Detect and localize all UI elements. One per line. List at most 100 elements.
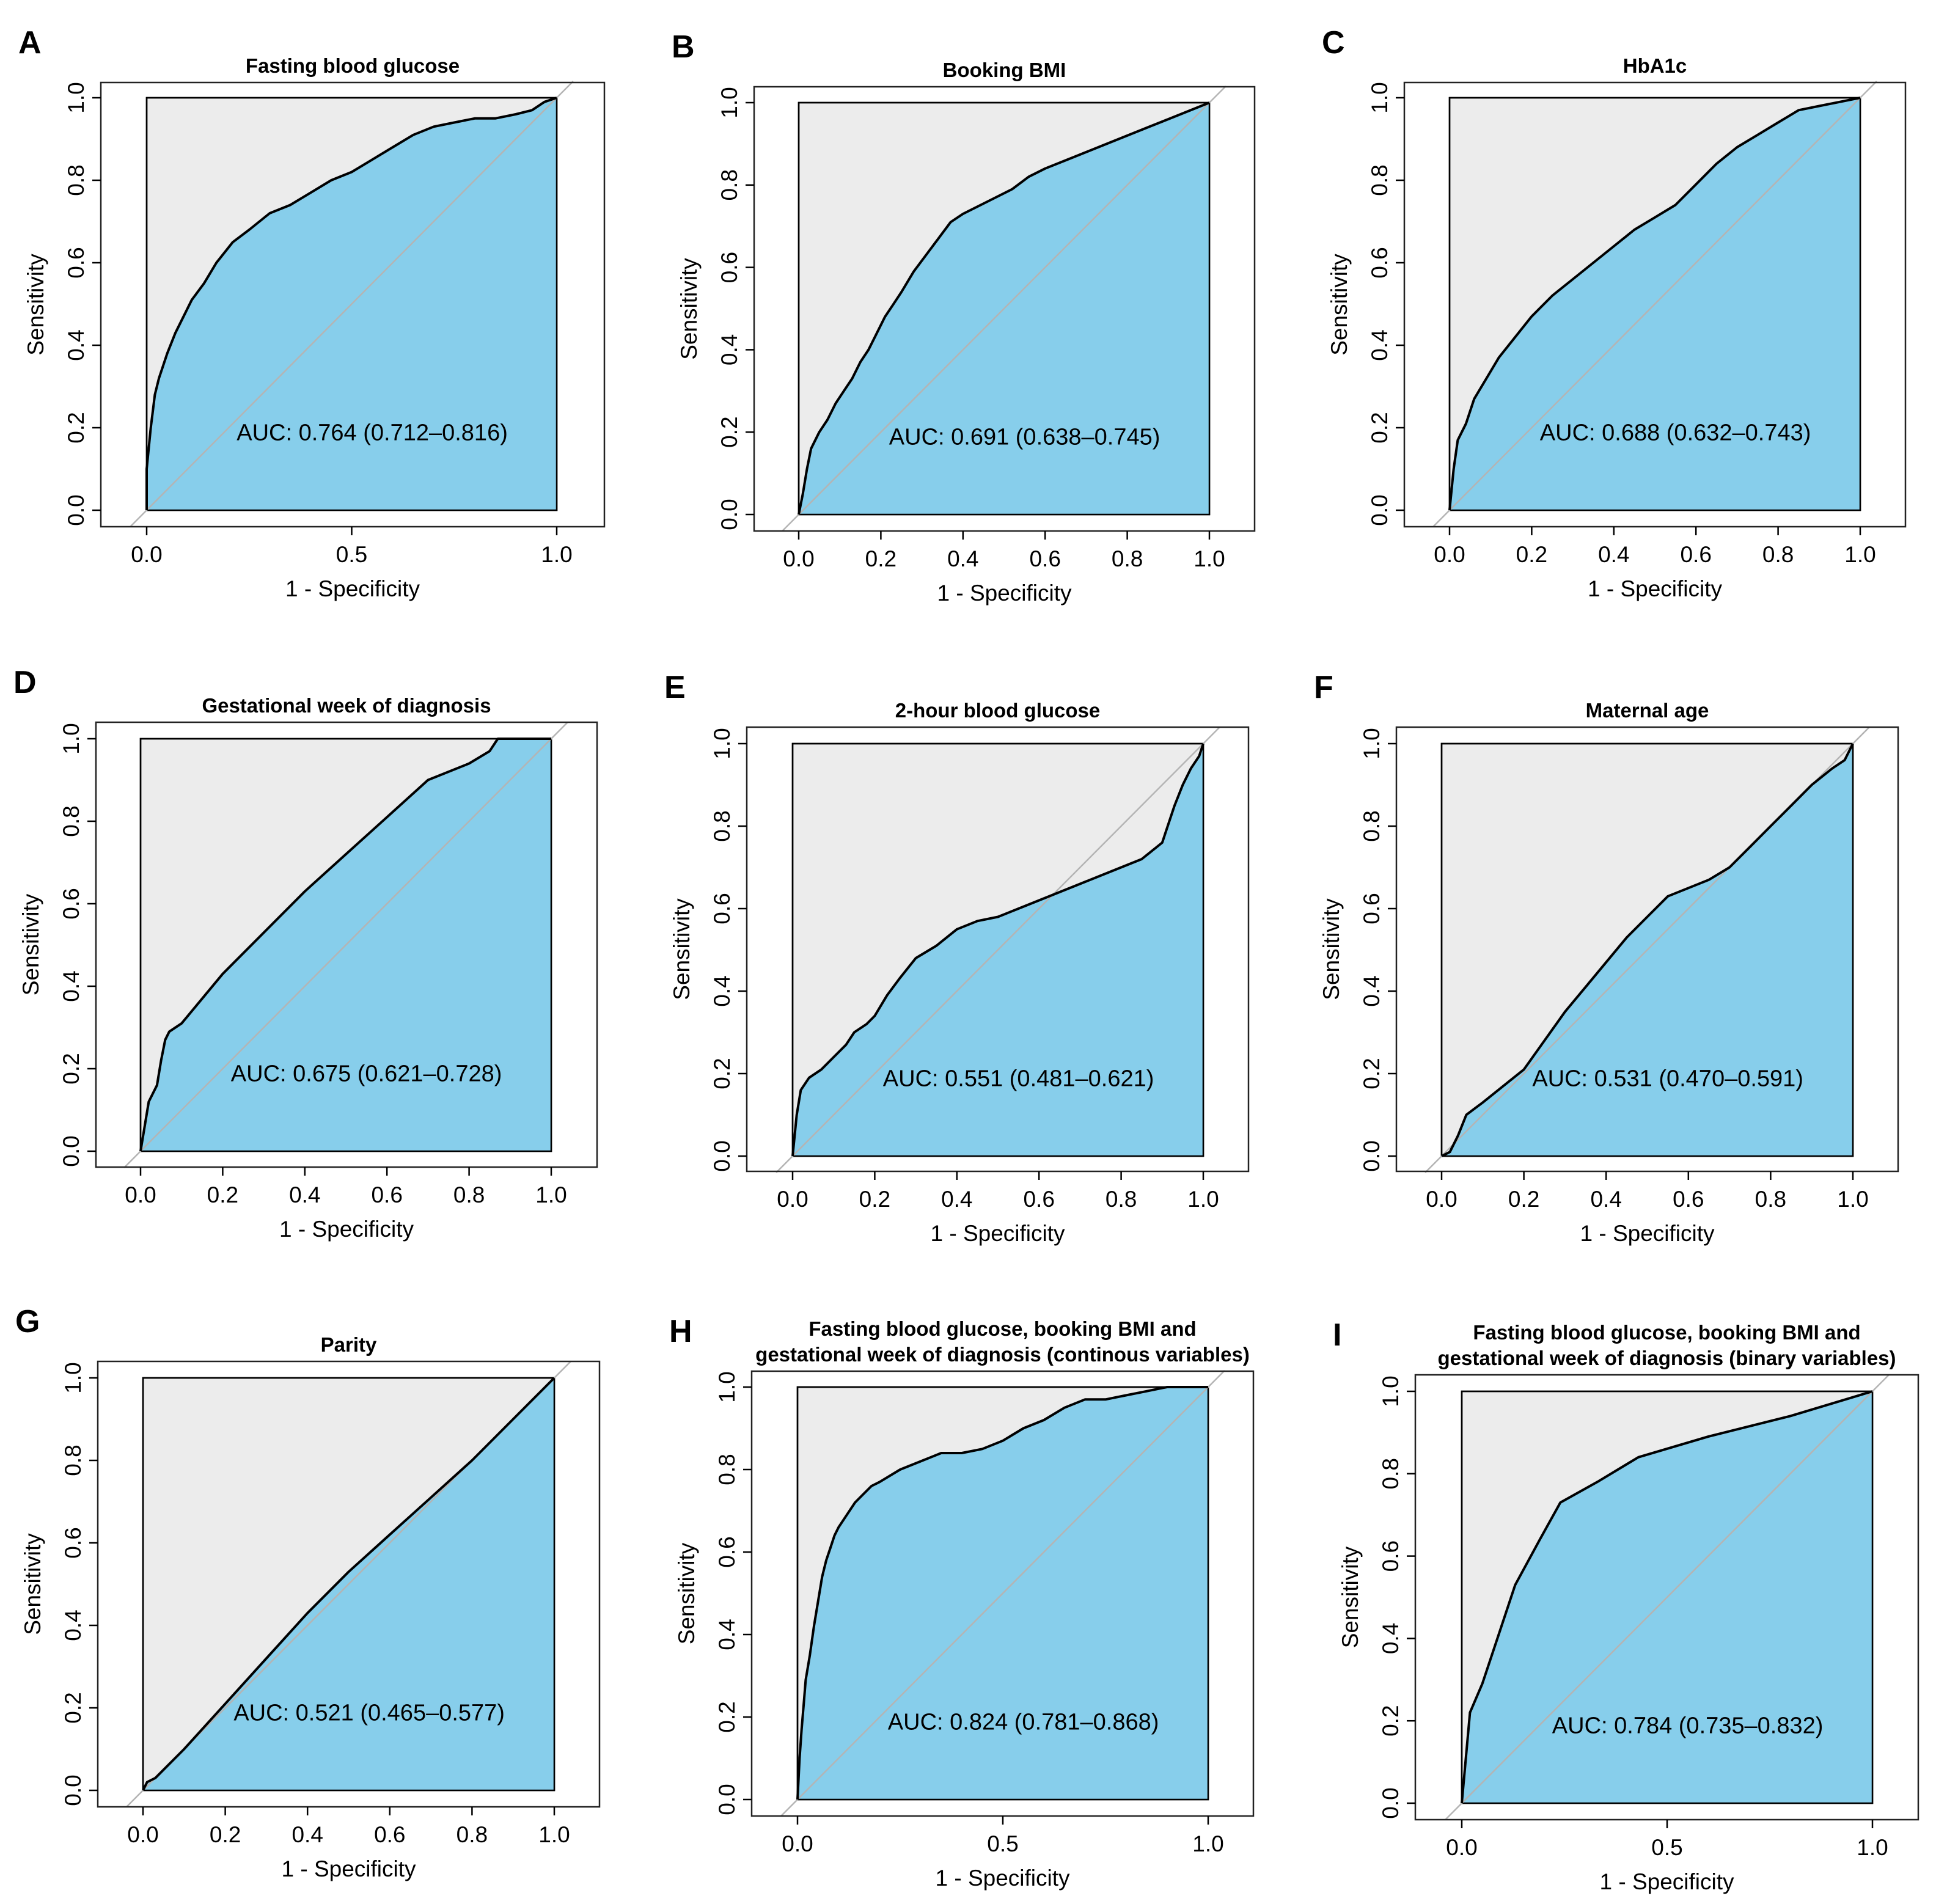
x-tick-label: 0.0	[1434, 542, 1465, 567]
roc-curve-line	[1461, 1390, 1873, 1804]
y-tick-label: 0.2	[59, 1053, 84, 1084]
y-tick-label: 0.2	[61, 1692, 86, 1723]
x-tick-label: 0.4	[1590, 1187, 1621, 1212]
reference-diagonal	[780, 1370, 1225, 1817]
x-tick-label: 0.0	[782, 1831, 813, 1856]
y-tick-label: 0.6	[1378, 1540, 1403, 1572]
roc-curve-line	[798, 101, 1210, 515]
reference-diagonal	[1432, 81, 1877, 527]
panel-letter: I	[1333, 1317, 1341, 1353]
x-axis-label: 1 - Specificity	[281, 1856, 416, 1881]
roc-panel-h: 0.0 0.5 1.0 0.0 0.2 0.4 0.6 0.8 1.0 1 - Specifici…	[669, 1314, 1255, 1891]
x-tick-label: 1.0	[1844, 542, 1876, 567]
x-tick-label: 0.5	[1651, 1835, 1682, 1860]
x-tick-label: 0.0	[1446, 1835, 1477, 1860]
roc-panel-g: 0.0 0.2 0.4 0.6 0.8 1.0 0.0 0.2 0.4 0.6 0.8 1.0 1 - …	[15, 1304, 601, 1881]
y-tick-label: 0.2	[64, 412, 89, 443]
roc-panel-c: 0.0 0.2 0.4 0.6 0.8 1.0 0.0 0.2 0.4 0.6 0.8 1.0 1 - …	[1322, 25, 1907, 601]
y-tick-label: 0.8	[64, 164, 89, 196]
y-tick-label: 0.2	[1359, 1058, 1384, 1089]
y-tick-label: 0.0	[1359, 1140, 1384, 1171]
y-axis-label: Sensitivity	[20, 1533, 45, 1635]
auc-label: AUC: 0.691 (0.638–0.745)	[889, 424, 1160, 450]
reference-diagonal	[123, 722, 568, 1168]
panel-letter: D	[13, 665, 37, 700]
panel-letter: E	[664, 670, 686, 705]
plot-box	[1395, 726, 1899, 1173]
y-tick-label: 0.2	[1378, 1705, 1403, 1736]
y-axis-label: Sensitivity	[669, 898, 694, 1000]
y-axis-label: Sensitivity	[23, 254, 48, 356]
y-tick-label: 0.0	[714, 1784, 739, 1815]
x-axis-label: 1 - Specificity	[1580, 1221, 1715, 1246]
roc-panel-d: 0.0 0.2 0.4 0.6 0.8 1.0 0.0 0.2 0.4 0.6 0.8 1.0 1 - …	[13, 665, 598, 1242]
x-axis-label: 1 - Specificity	[1599, 1869, 1734, 1894]
y-tick-label: 0.8	[717, 169, 742, 200]
chart-title: 2-hour blood glucose	[895, 699, 1101, 722]
y-tick-label: 1.0	[64, 82, 89, 113]
unit-square	[142, 1377, 556, 1792]
x-tick-label: 0.2	[207, 1182, 238, 1207]
roc-curve-line	[1441, 743, 1854, 1157]
chart-title: Booking BMI	[943, 59, 1066, 81]
y-tick-label: 0.4	[1367, 329, 1392, 361]
plot-box	[1403, 81, 1907, 528]
roc-curve-line	[142, 1377, 556, 1791]
x-tick-label: 0.6	[1029, 546, 1060, 571]
y-tick-label: 0.4	[710, 975, 735, 1006]
chart-title: HbA1c	[1623, 54, 1687, 77]
x-tick-label: 0.0	[1426, 1187, 1457, 1212]
reference-diagonal	[1445, 1374, 1890, 1820]
x-tick-label: 0.4	[1598, 542, 1629, 567]
x-tick-label: 1.0	[1187, 1187, 1219, 1212]
x-tick-label: 0.5	[336, 542, 367, 567]
plot-box	[100, 81, 606, 528]
y-tick-label: 0.6	[64, 247, 89, 278]
y-tick-label: 0.2	[710, 1058, 735, 1089]
panel-letter: F	[1314, 670, 1333, 705]
chart-title: gestational week of diagnosis (binary va…	[1437, 1347, 1896, 1369]
y-tick-label: 1.0	[1367, 82, 1392, 113]
roc-panel-b: 0.0 0.2 0.4 0.6 0.8 1.0 0.0 0.2 0.4 0.6 0.8 1.0 1 - …	[672, 29, 1256, 606]
chart-title: Maternal age	[1586, 699, 1709, 722]
x-tick-label: 0.2	[865, 546, 897, 571]
y-tick-label: 0.0	[1367, 494, 1392, 525]
x-tick-label: 0.5	[987, 1831, 1018, 1856]
x-tick-label: 0.2	[1516, 542, 1547, 567]
x-tick-label: 0.8	[457, 1822, 488, 1847]
y-tick-label: 1.0	[1359, 728, 1384, 759]
x-tick-label: 0.8	[1762, 542, 1794, 567]
y-tick-label: 0.8	[59, 805, 84, 837]
x-tick-label: 1.0	[1837, 1187, 1868, 1212]
auc-label: AUC: 0.531 (0.470–0.591)	[1532, 1066, 1803, 1091]
x-tick-label: 0.0	[783, 546, 814, 571]
unit-square	[798, 101, 1211, 516]
roc-panel-e: 0.0 0.2 0.4 0.6 0.8 1.0 0.0 0.2 0.4 0.6 0.8 1.0 1 - …	[664, 670, 1250, 1246]
roc-panel-a: 0.0 0.5 1.0 0.0 0.2 0.4 0.6 0.8 1.0 1 - Specifici…	[18, 25, 606, 601]
y-tick-label: 0.0	[64, 494, 89, 525]
x-tick-label: 0.6	[374, 1822, 405, 1847]
reference-diagonal	[130, 81, 574, 527]
reference-diagonal	[776, 727, 1220, 1173]
auc-label: AUC: 0.784 (0.735–0.832)	[1552, 1713, 1824, 1738]
x-tick-label: 1.0	[535, 1182, 566, 1207]
y-tick-label: 0.8	[710, 810, 735, 841]
y-tick-label: 0.0	[1378, 1787, 1403, 1818]
y-tick-label: 0.2	[717, 416, 742, 447]
y-tick-label: 1.0	[61, 1362, 86, 1393]
reference-diagonal	[782, 86, 1226, 532]
x-tick-label: 0.0	[131, 542, 162, 567]
y-tick-label: 1.0	[59, 723, 84, 754]
x-tick-label: 0.0	[125, 1182, 156, 1207]
y-tick-label: 0.0	[61, 1774, 86, 1806]
y-tick-label: 0.6	[61, 1527, 86, 1558]
y-tick-label: 0.6	[710, 893, 735, 924]
panel-letter: G	[15, 1304, 40, 1339]
y-axis-label: Sensitivity	[18, 893, 43, 995]
x-tick-label: 0.6	[1680, 542, 1711, 567]
y-axis-label: Sensitivity	[1319, 898, 1344, 1000]
y-tick-label: 0.6	[59, 888, 84, 919]
x-tick-label: 0.4	[941, 1187, 972, 1212]
y-tick-label: 1.0	[1378, 1375, 1403, 1407]
y-tick-label: 0.4	[59, 970, 84, 1001]
